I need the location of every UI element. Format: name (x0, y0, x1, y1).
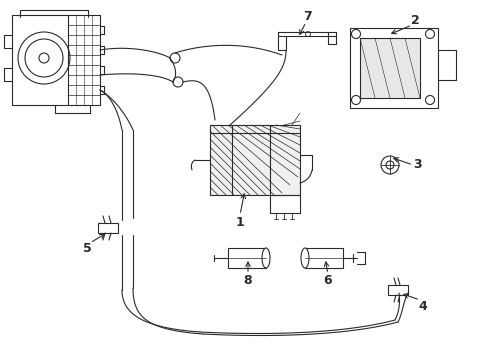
Text: 1: 1 (235, 216, 244, 229)
Text: 8: 8 (243, 274, 252, 287)
Text: 7: 7 (303, 9, 312, 22)
Text: 6: 6 (323, 274, 332, 287)
Bar (349, 28, 437, 108)
Text: 3: 3 (413, 158, 422, 171)
Ellipse shape (262, 248, 269, 268)
Ellipse shape (301, 248, 308, 268)
Text: 5: 5 (82, 243, 91, 256)
Bar (305, 248, 342, 268)
Text: 2: 2 (410, 14, 419, 27)
Bar (227, 248, 265, 268)
Text: 4: 4 (418, 300, 427, 312)
Bar (387, 285, 407, 295)
Bar (209, 125, 299, 195)
Bar (359, 38, 419, 98)
Circle shape (380, 156, 398, 174)
Bar (98, 223, 118, 233)
